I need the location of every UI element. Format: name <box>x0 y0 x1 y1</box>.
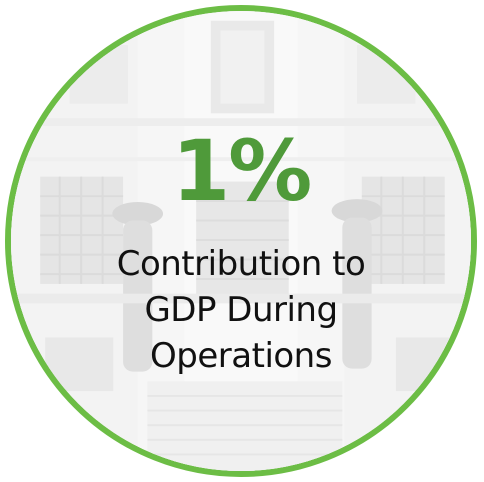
stat-value: 1% <box>171 122 313 220</box>
caption-line-2: GDP During <box>144 290 338 330</box>
caption-line-3: Operations <box>150 336 332 376</box>
faded-building-facade-image <box>11 11 471 471</box>
caption-line-1: Contribution to <box>116 244 366 284</box>
stat-badge: 1% Contribution to GDP During Operations <box>5 5 477 477</box>
stat-caption: Contribution to GDP During Operations <box>51 241 431 379</box>
